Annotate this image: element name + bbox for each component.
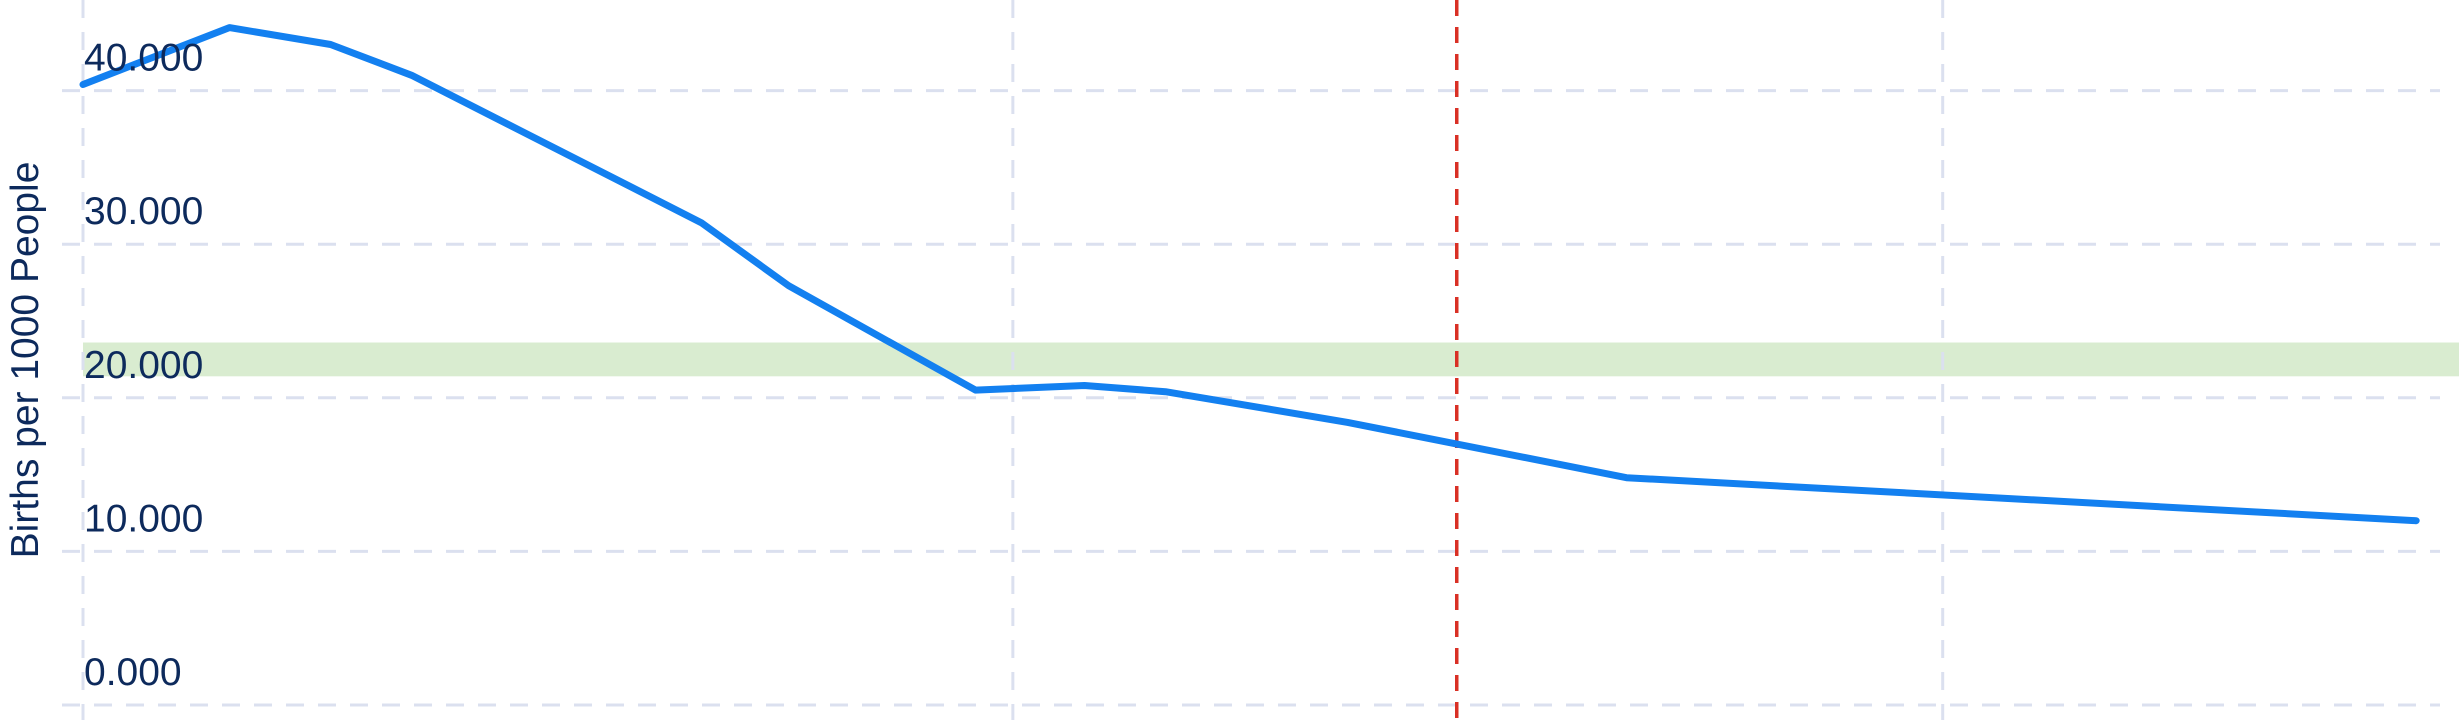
y-axis-label: Births per 1000 People [4,162,47,559]
y-tick-label: 10.000 [84,497,203,540]
series-layer [79,24,2420,525]
reference-band-layer [83,342,2459,377]
y-tick-label: 30.000 [84,190,203,233]
y-tick-label: 40.000 [84,37,203,80]
y-tick-label: 0.000 [84,651,182,694]
grid-layer [62,0,2440,720]
highlight-band [83,342,2459,377]
y-tick-labels: 0.000 10.000 20.000 30.000 40.000 [84,37,203,694]
series-line [79,24,2420,525]
y-tick-label: 20.000 [84,344,203,387]
